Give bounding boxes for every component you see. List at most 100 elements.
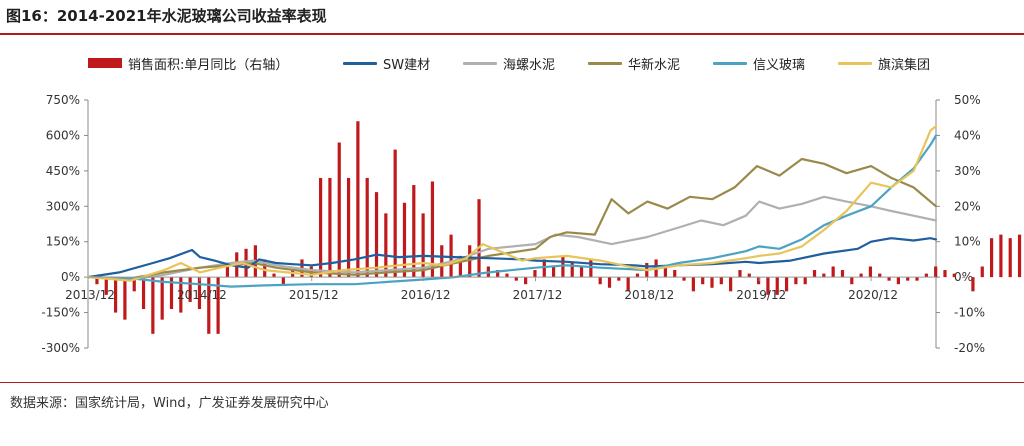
sales-area-bar <box>971 277 975 292</box>
sales-area-bar <box>766 277 770 295</box>
sales-area-bar <box>934 266 938 278</box>
sales-area-bar <box>812 270 817 278</box>
legend-swatch-qibin <box>838 61 872 65</box>
right-tick-label: 40% <box>954 128 981 142</box>
sales-area-bar <box>328 177 332 278</box>
sales-area-bar <box>878 273 882 278</box>
sales-area-bar <box>281 277 285 285</box>
legend-item-qibin: 旗滨集团 <box>838 52 930 74</box>
sales-area-bar <box>188 277 192 302</box>
page-title: 图16：2014-2021年水泥玻璃公司收益率表现 <box>6 7 327 25</box>
sales-area-bar <box>95 277 99 285</box>
sales-area-bar <box>570 262 574 278</box>
source-note: 数据来源：国家统计局，Wind，广发证券发展研究中心 <box>10 396 329 411</box>
sales-area-bar <box>906 277 910 281</box>
left-tick-label: -300% <box>41 341 80 355</box>
sales-area-bar <box>1008 238 1012 278</box>
sales-area-bar <box>179 277 183 313</box>
sales-area-bar <box>393 149 397 278</box>
series-line-xinyi <box>86 134 938 288</box>
sales-area-bar <box>384 213 388 278</box>
legend-label-huaxin: 华新水泥 <box>628 57 681 73</box>
sales-area-bar <box>896 277 900 285</box>
sales-area-bar <box>505 273 509 278</box>
legend-label-hailuo: 海螺水泥 <box>503 57 556 73</box>
sales-area-bar <box>840 270 845 278</box>
left-tick-label: 450% <box>46 164 80 178</box>
right-tick-label: 10% <box>954 235 981 249</box>
sales-area-bar <box>682 277 686 281</box>
sales-area-bar <box>794 277 798 285</box>
legend-label-bars: 销售面积:单月同比（右轴） <box>128 57 289 73</box>
series-line-hailuo <box>86 195 938 281</box>
sales-area-bar <box>607 277 612 288</box>
right-tick-label: -10% <box>954 306 985 320</box>
sales-area-bar <box>123 277 127 320</box>
sales-area-bar <box>141 277 146 310</box>
sales-area-bar <box>374 192 379 278</box>
left-tick-label: 750% <box>46 93 80 107</box>
sales-area-bar <box>784 277 789 292</box>
sales-area-bar <box>468 245 472 278</box>
series-line-qibin <box>86 124 938 282</box>
series-line-sw <box>86 237 938 279</box>
legend-swatch-huaxin <box>588 61 622 65</box>
sales-area-bar <box>216 277 220 334</box>
chart-legend: 销售面积:单月同比（右轴） SW建材 海螺水泥 华新水泥 信义玻璃 旗滨集团 <box>88 52 988 74</box>
sales-area-bar <box>440 245 444 278</box>
sales-area-bar <box>617 277 621 281</box>
sales-area-bar <box>887 277 891 281</box>
left-tick-label: 150% <box>46 235 80 249</box>
sales-area-bar <box>999 234 1003 278</box>
sales-area-bar <box>412 185 416 278</box>
sales-area-bar <box>850 277 854 285</box>
sales-area-bar <box>365 177 369 278</box>
sales-area-bar <box>924 273 928 278</box>
sales-area-bar <box>197 277 202 310</box>
legend-label-qibin: 旗滨集团 <box>878 57 931 73</box>
sales-area-bar <box>757 277 761 285</box>
sales-area-bar <box>598 277 602 285</box>
sales-area-bar <box>710 277 714 288</box>
sales-area-bar <box>356 121 360 278</box>
sales-area-bar <box>113 277 118 313</box>
x-tick-label: 2017/12 <box>513 288 563 302</box>
sales-area-bar <box>989 238 994 278</box>
left-axis: 750% 600% 450% 300% 150% 0% -150% -300% <box>41 93 89 355</box>
sales-area-bar <box>319 177 323 278</box>
right-tick-label: -20% <box>954 341 985 355</box>
legend-swatch-xinyi <box>713 61 747 65</box>
legend-item-hailuo: 海螺水泥 <box>463 52 555 74</box>
legend-swatch-hailuo <box>463 61 497 65</box>
right-tick-label: 50% <box>954 93 981 107</box>
sales-area-bar <box>263 259 267 278</box>
sales-area-bar <box>225 262 230 278</box>
sales-area-bar <box>859 273 863 278</box>
x-axis: 2013/12 2014/12 2015/12 2016/12 2017/12 2018/… <box>65 277 898 302</box>
sales-area-bar <box>458 255 462 278</box>
x-tick-label: 2014/12 <box>177 288 227 302</box>
sales-area-bar <box>626 277 630 292</box>
sales-area-bar <box>943 270 947 278</box>
sales-area-bar <box>169 277 174 310</box>
x-tick-label: 2019/12 <box>736 288 786 302</box>
sales-area-bar <box>272 273 276 278</box>
sales-area-bar <box>980 266 984 278</box>
sales-area-bar <box>402 202 407 278</box>
x-tick-label: 2020/12 <box>848 288 898 302</box>
x-tick-label: 2013/12 <box>65 288 115 302</box>
sales-area-bar <box>747 273 751 278</box>
x-tick-label: 2015/12 <box>289 288 339 302</box>
legend-swatch-bars <box>88 58 122 68</box>
right-tick-label: 30% <box>954 164 981 178</box>
sales-area-bar <box>132 277 136 292</box>
left-tick-label: 600% <box>46 128 80 142</box>
sales-area-bar <box>533 270 537 278</box>
return-lines <box>86 124 938 288</box>
sales-area-bar <box>831 266 835 278</box>
legend-label-xinyi: 信义玻璃 <box>753 57 806 73</box>
sales-area-bar <box>421 213 425 278</box>
sales-area-bar <box>337 142 341 278</box>
sales-area-bar <box>719 277 723 285</box>
